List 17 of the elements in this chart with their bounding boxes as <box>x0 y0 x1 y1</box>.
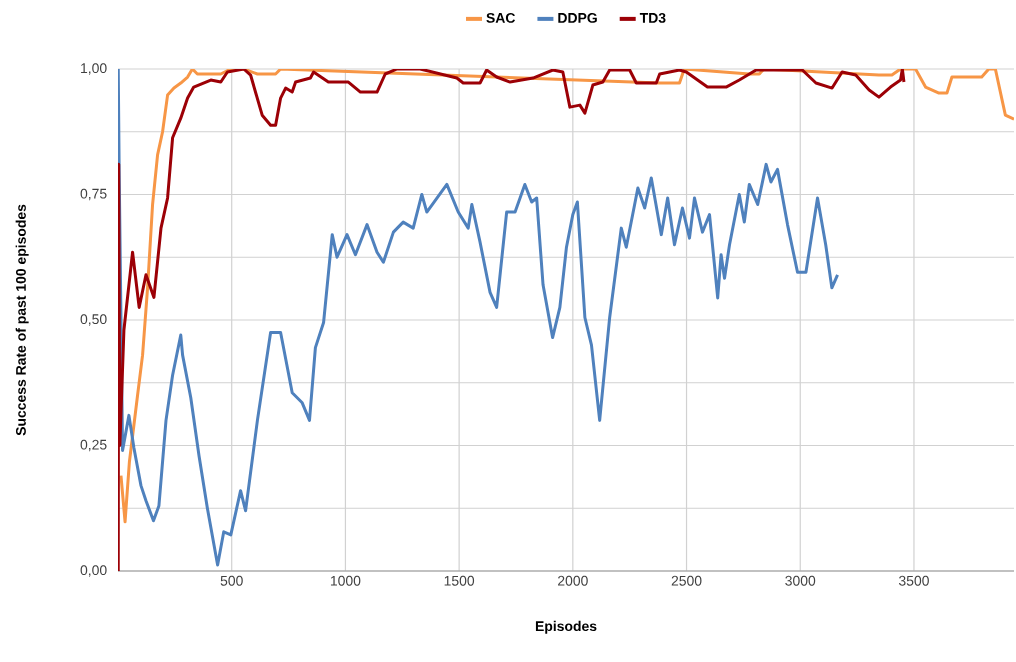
legend-label: DDPG <box>558 12 597 23</box>
legend-label: SAC <box>486 12 516 23</box>
x-tick-label: 500 <box>220 575 243 586</box>
x-tick-label: 1000 <box>330 575 361 586</box>
y-tick-label: 0,00 <box>80 565 107 577</box>
legend-label: TD3 <box>639 12 666 23</box>
x-tick-label: 2500 <box>671 575 702 586</box>
x-tick-label: 3000 <box>785 575 816 586</box>
y-tick-label: 0,50 <box>80 314 107 326</box>
y-tick-label: 1,00 <box>81 63 107 75</box>
x-tick-label: 2000 <box>558 575 588 586</box>
y-tick-label: 0,25 <box>80 439 107 452</box>
x-tick-label: 1500 <box>444 575 475 586</box>
y-tick-label: 0,75 <box>80 188 107 201</box>
y-axis-title: Success Rate of past 100 episodes <box>15 204 29 436</box>
x-tick-label: 3500 <box>898 575 929 586</box>
x-axis-title: Episodes <box>535 620 597 634</box>
